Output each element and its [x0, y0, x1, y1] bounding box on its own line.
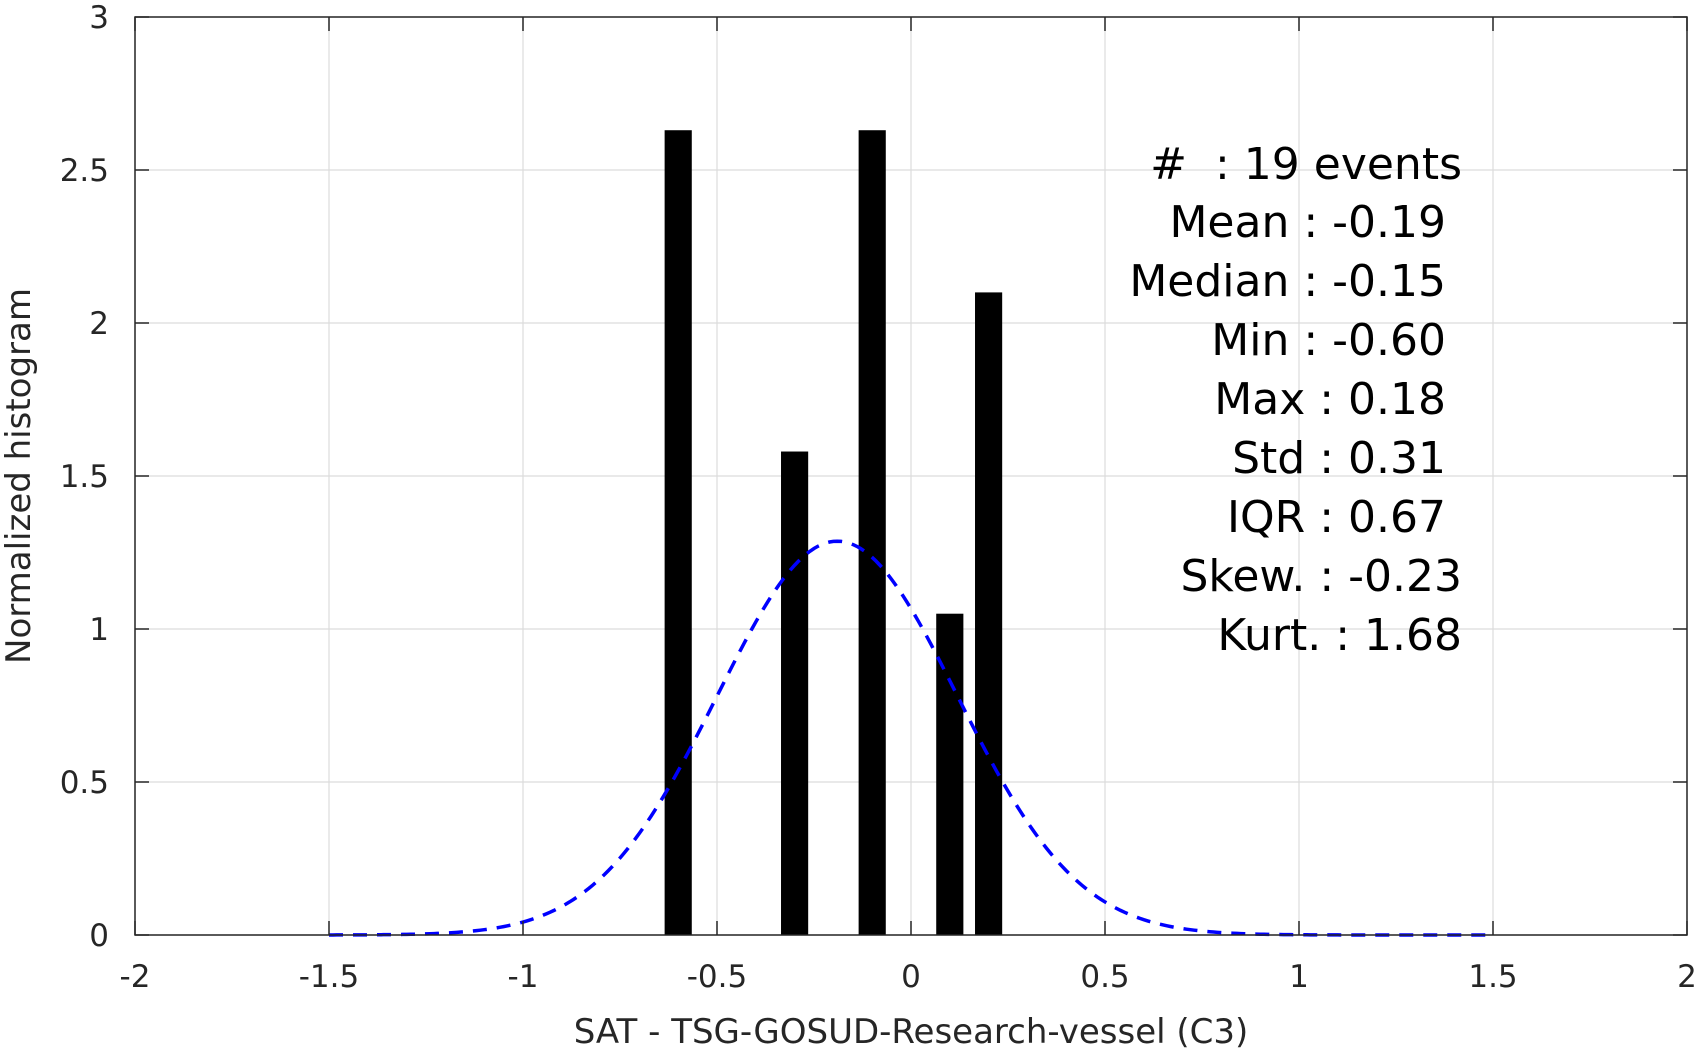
stat-kurt: Kurt. : 1.68 — [1217, 610, 1462, 661]
x-tick-label: -2 — [120, 959, 151, 995]
stat-count: # : 19 events — [1150, 139, 1462, 190]
axis-ticks — [134, 16, 1688, 936]
x-tick-label: -1.5 — [299, 959, 360, 995]
x-axis-title: SAT - TSG-GOSUD-Research-vessel (C3) — [574, 1012, 1249, 1052]
y-tick-label: 2 — [89, 306, 109, 342]
stat-min: Min : -0.60 — [1211, 315, 1446, 366]
y-tick-label: 1 — [89, 612, 109, 648]
histogram-bar — [664, 130, 692, 936]
x-tick-label: -1 — [508, 959, 539, 995]
stat-max: Max : 0.18 — [1214, 374, 1446, 425]
y-tick-labels: 0 0.5 1 1.5 2 2.5 3 — [60, 0, 109, 954]
histogram-bar — [858, 130, 886, 936]
stat-median: Median : -0.15 — [1129, 256, 1446, 307]
y-tick-label: 0 — [89, 918, 109, 954]
bars — [664, 130, 1003, 936]
stat-std: Std : 0.31 — [1232, 433, 1446, 484]
x-tick-label: 1 — [1289, 959, 1309, 995]
x-tick-label: 0 — [901, 959, 921, 995]
stats-box: # : 19 events Mean : -0.19 Median : -0.1… — [1129, 139, 1462, 661]
y-tick-label: 3 — [89, 0, 109, 36]
x-tick-label: 2 — [1677, 959, 1697, 995]
stat-skew: Skew. : -0.23 — [1181, 551, 1463, 602]
x-tick-labels: -2 -1.5 -1 -0.5 0 0.5 1 1.5 2 — [120, 959, 1697, 995]
stat-iqr: IQR : 0.67 — [1227, 492, 1446, 543]
histogram-bar — [781, 451, 809, 935]
histogram-bar — [936, 613, 964, 935]
x-tick-label: 1.5 — [1468, 959, 1517, 995]
stat-mean: Mean : -0.19 — [1169, 197, 1446, 248]
y-tick-label: 2.5 — [60, 153, 109, 189]
x-tick-label: 0.5 — [1080, 959, 1129, 995]
y-tick-label: 0.5 — [60, 765, 109, 801]
x-tick-label: -0.5 — [687, 959, 748, 995]
y-tick-label: 1.5 — [60, 459, 109, 495]
y-axis-title: Normalized histogram — [0, 288, 39, 664]
histogram-bar — [975, 292, 1003, 935]
